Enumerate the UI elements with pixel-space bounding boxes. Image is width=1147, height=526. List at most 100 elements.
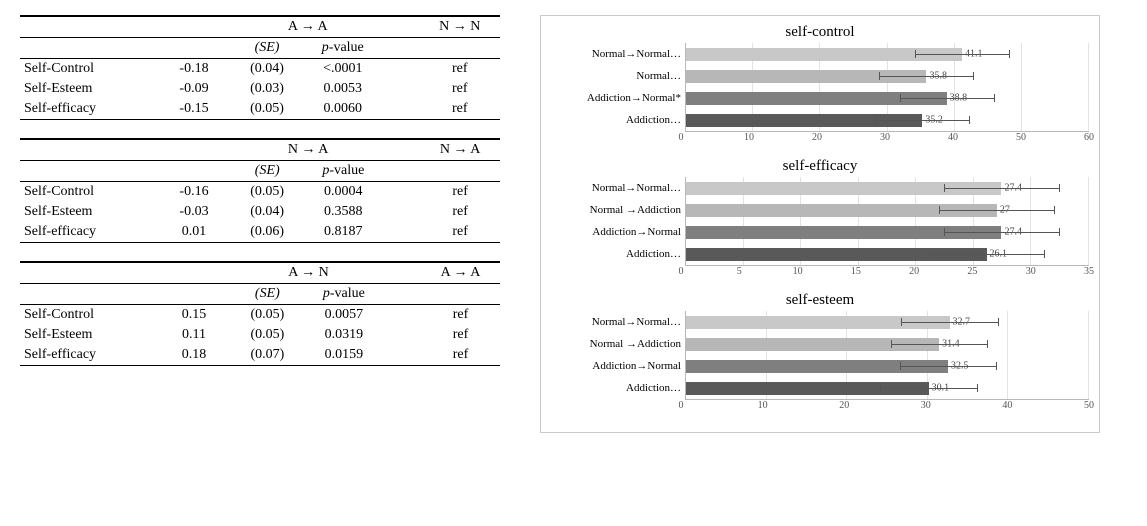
pvalue-cell: 0.0057 [303, 305, 385, 326]
ref-cell: ref [420, 222, 500, 243]
category-label: Addiction→Normal* [551, 87, 681, 109]
x-tick-label: 15 [851, 266, 861, 277]
category-label: Addiction→Normal [551, 221, 681, 243]
se-cell: (0.05) [232, 182, 302, 203]
ref-cell: ref [421, 305, 500, 326]
group-header-left: N → A [232, 139, 384, 161]
ref-cell: ref [421, 345, 500, 366]
ref-cell: ref [420, 202, 500, 222]
bar-chart: self-efficacy Normal→Normal…Normal →Addic… [551, 158, 1089, 280]
x-tick-label: 20 [812, 132, 822, 143]
row-label: Self-efficacy [20, 99, 156, 120]
charts-panel: self-controlNormal→Normal…Normal…Addicti… [540, 15, 1100, 433]
coef-cell: -0.16 [156, 182, 232, 203]
x-tick-label: 20 [839, 400, 849, 411]
coef-cell: -0.15 [156, 99, 232, 120]
category-label: Normal→Normal… [551, 43, 681, 65]
pvalue-cell: 0.3588 [302, 202, 384, 222]
row-label: Self-Control [20, 182, 156, 203]
se-cell: (0.07) [232, 345, 303, 366]
x-tick-label: 40 [948, 132, 958, 143]
x-tick-label: 0 [679, 400, 684, 411]
category-label: Normal→Normal… [551, 177, 681, 199]
se-cell: (0.05) [232, 325, 303, 345]
se-header: (SE) [232, 38, 302, 59]
pvalue-cell: 0.0159 [303, 345, 385, 366]
pvalue-header: p-value [302, 38, 384, 59]
pvalue-cell: 0.0319 [303, 325, 385, 345]
category-label: Addiction→Normal [551, 355, 681, 377]
ref-cell: ref [420, 182, 500, 203]
row-label: Self-Esteem [20, 79, 156, 99]
x-tick-label: 20 [909, 266, 919, 277]
pvalue-cell: 0.0060 [302, 99, 384, 120]
se-header: (SE) [232, 161, 302, 182]
se-cell: (0.04) [232, 59, 302, 80]
ref-cell: ref [421, 325, 500, 345]
x-tick-label: 50 [1084, 400, 1094, 411]
se-cell: (0.05) [232, 305, 303, 326]
category-label: Addiction… [551, 377, 681, 399]
group-header-right: N → A [420, 139, 500, 161]
x-tick-label: 30 [880, 132, 890, 143]
ref-cell: ref [420, 79, 500, 99]
pvalue-cell: 0.8187 [302, 222, 384, 243]
coef-cell: -0.09 [156, 79, 232, 99]
se-cell: (0.03) [232, 79, 302, 99]
pvalue-header: p-value [303, 284, 385, 305]
x-tick-label: 30 [1026, 266, 1036, 277]
pvalue-cell: 0.0004 [302, 182, 384, 203]
row-label: Self-Control [20, 305, 156, 326]
category-label: Addiction… [551, 243, 681, 265]
row-label: Self-Esteem [20, 325, 156, 345]
row-label: Self-Esteem [20, 202, 156, 222]
x-tick-label: 5 [737, 266, 742, 277]
ref-cell: ref [420, 59, 500, 80]
bar-chart: self-controlNormal→Normal…Normal…Addicti… [551, 24, 1089, 146]
x-tick-label: 0 [679, 132, 684, 143]
bar-chart: self-esteem Normal→Normal…Normal →Addicti… [551, 292, 1089, 414]
x-tick-label: 0 [679, 266, 684, 277]
x-tick-label: 10 [744, 132, 754, 143]
se-cell: (0.06) [232, 222, 302, 243]
coef-cell: 0.01 [156, 222, 232, 243]
pvalue-header: p-value [302, 161, 384, 182]
pvalue-cell: 0.0053 [302, 79, 384, 99]
x-tick-label: 10 [758, 400, 768, 411]
se-cell: (0.04) [232, 202, 302, 222]
group-header-left: A → N [232, 262, 385, 284]
x-tick-label: 35 [1084, 266, 1094, 277]
ref-cell: ref [420, 99, 500, 120]
x-tick-label: 40 [1002, 400, 1012, 411]
coef-cell: -0.18 [156, 59, 232, 80]
coef-cell: 0.15 [156, 305, 232, 326]
se-header: (SE) [232, 284, 303, 305]
category-label: Addiction… [551, 109, 681, 131]
category-label: Normal →Addiction [551, 199, 681, 221]
group-header-right: N → N [420, 16, 500, 38]
x-tick-label: 10 [793, 266, 803, 277]
category-label: Normal→Normal… [551, 311, 681, 333]
x-tick-label: 60 [1084, 132, 1094, 143]
group-header-left: A → A [232, 16, 384, 38]
category-label: Normal →Addiction [551, 333, 681, 355]
group-header-right: A → A [421, 262, 500, 284]
category-label: Normal… [551, 65, 681, 87]
chart-title: self-efficacy [551, 158, 1089, 175]
tables-panel: A → AN → N(SE)p-valueSelf-Control-0.18(0… [20, 15, 500, 433]
chart-title: self-control [551, 24, 1089, 41]
stats-table: N → AN → A(SE)p-valueSelf-Control-0.16(0… [20, 138, 500, 243]
coef-cell: 0.11 [156, 325, 232, 345]
coef-cell: 0.18 [156, 345, 232, 366]
stats-table: A → N A → A (SE)p-value Self-Control0.15(0.… [20, 261, 500, 366]
x-tick-label: 30 [921, 400, 931, 411]
stats-table: A → A N → N (SE)p-value Self-Control-0.18(0… [20, 15, 500, 120]
pvalue-cell: <.0001 [302, 59, 384, 80]
x-tick-label: 25 [967, 266, 977, 277]
x-tick-label: 50 [1016, 132, 1026, 143]
se-cell: (0.05) [232, 99, 302, 120]
coef-cell: -0.03 [156, 202, 232, 222]
row-label: Self-efficacy [20, 345, 156, 366]
chart-title: self-esteem [551, 292, 1089, 309]
row-label: Self-Control [20, 59, 156, 80]
